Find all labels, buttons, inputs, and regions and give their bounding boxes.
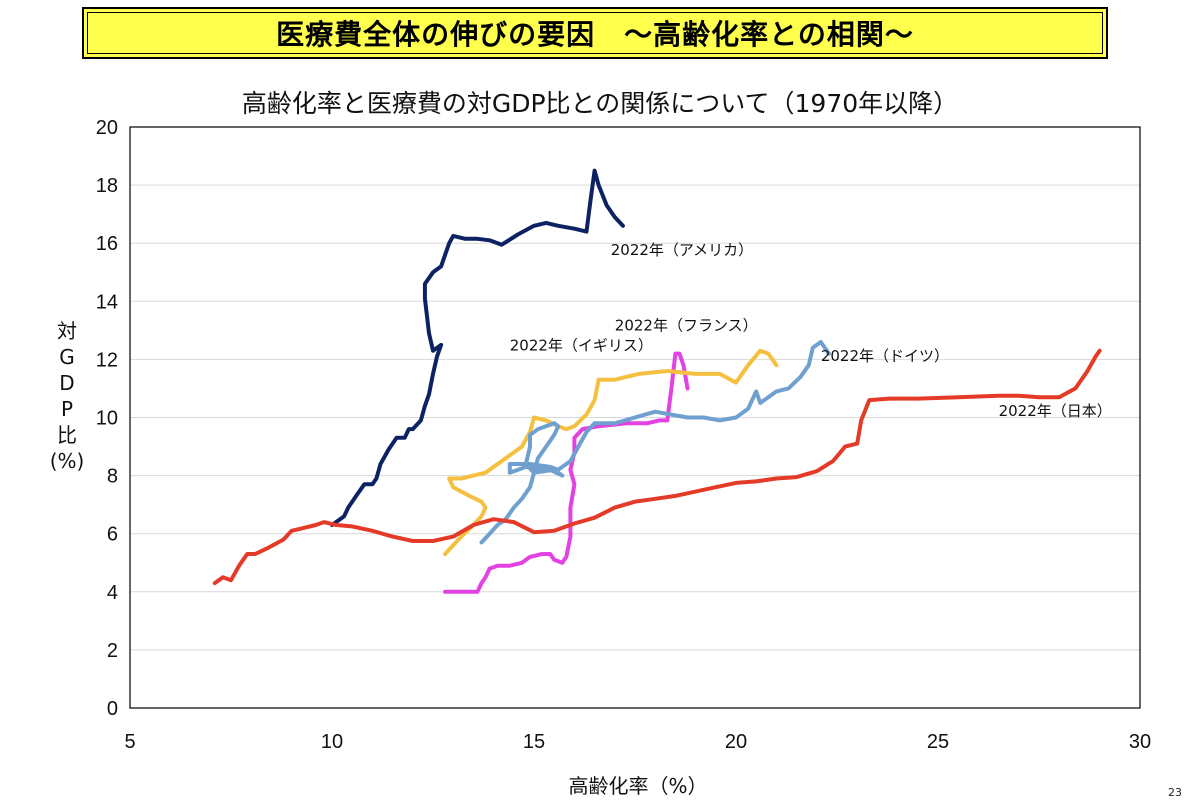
x-tick-label: 30 xyxy=(1129,731,1151,753)
series-label: 2022年（アメリカ） xyxy=(611,241,753,259)
axis-ticks: 0 2 4 6 8 10 12 14 16 18 20 5 10 15 20 25 30 xyxy=(96,117,1151,753)
grid-lines xyxy=(130,184,1140,651)
y-tick-label: 6 xyxy=(107,524,118,546)
header-banner: 医療費全体の伸びの要因 ～高齢化率との相関～ xyxy=(82,7,1108,59)
series-line xyxy=(212,348,1102,586)
x-tick-label: 15 xyxy=(523,731,545,753)
series-line xyxy=(443,348,779,556)
y-axis-label: 対 G D P 比 (%) xyxy=(45,318,89,474)
series-line xyxy=(443,351,690,594)
y-tick-label: 14 xyxy=(96,291,118,313)
y-tick-label: 20 xyxy=(96,117,118,139)
y-tick-label: 12 xyxy=(96,349,118,371)
x-axis-label: 高齢化率（%） xyxy=(568,774,708,798)
plot-area xyxy=(129,126,1141,709)
y-tick-label: 8 xyxy=(107,466,118,488)
y-axis-label-char: D xyxy=(59,371,75,395)
x-tick-label: 5 xyxy=(124,731,135,753)
series-label: 2022年（フランス） xyxy=(615,316,758,334)
x-tick-label: 20 xyxy=(725,731,747,753)
y-axis-label-char: 対 xyxy=(57,319,77,343)
x-tick-label: 25 xyxy=(927,731,949,753)
x-tick-label: 10 xyxy=(321,731,343,753)
series-line xyxy=(330,168,625,527)
chart-title: 高齢化率と医療費の対GDP比との関係について（1970年以降） xyxy=(241,89,959,118)
y-tick-label: 4 xyxy=(107,582,118,604)
y-tick-label: 16 xyxy=(96,233,118,255)
page-number: 23 xyxy=(1168,786,1182,799)
series-label: 2022年（イギリス） xyxy=(510,337,653,355)
y-tick-label: 2 xyxy=(107,640,118,662)
y-tick-label: 18 xyxy=(96,175,118,197)
series-labels: 2022年（アメリカ） 2022年（イギリス） 2022年（フランス） 2022年（ド… xyxy=(510,241,1112,420)
y-axis-label-char: G xyxy=(59,345,75,369)
series-label: 2022年（ドイツ） xyxy=(821,347,949,365)
y-axis-label-char: (%) xyxy=(49,449,85,473)
y-tick-label: 10 xyxy=(96,408,118,430)
series-lines xyxy=(212,168,1102,594)
series-label: 2022年（日本） xyxy=(999,402,1112,420)
series-line xyxy=(479,340,831,545)
y-tick-label: 0 xyxy=(107,698,118,720)
y-axis-label-char: P xyxy=(60,397,74,421)
y-axis-label-char: 比 xyxy=(57,423,77,447)
banner-title: 医療費全体の伸びの要因 ～高齢化率との相関～ xyxy=(276,18,914,51)
